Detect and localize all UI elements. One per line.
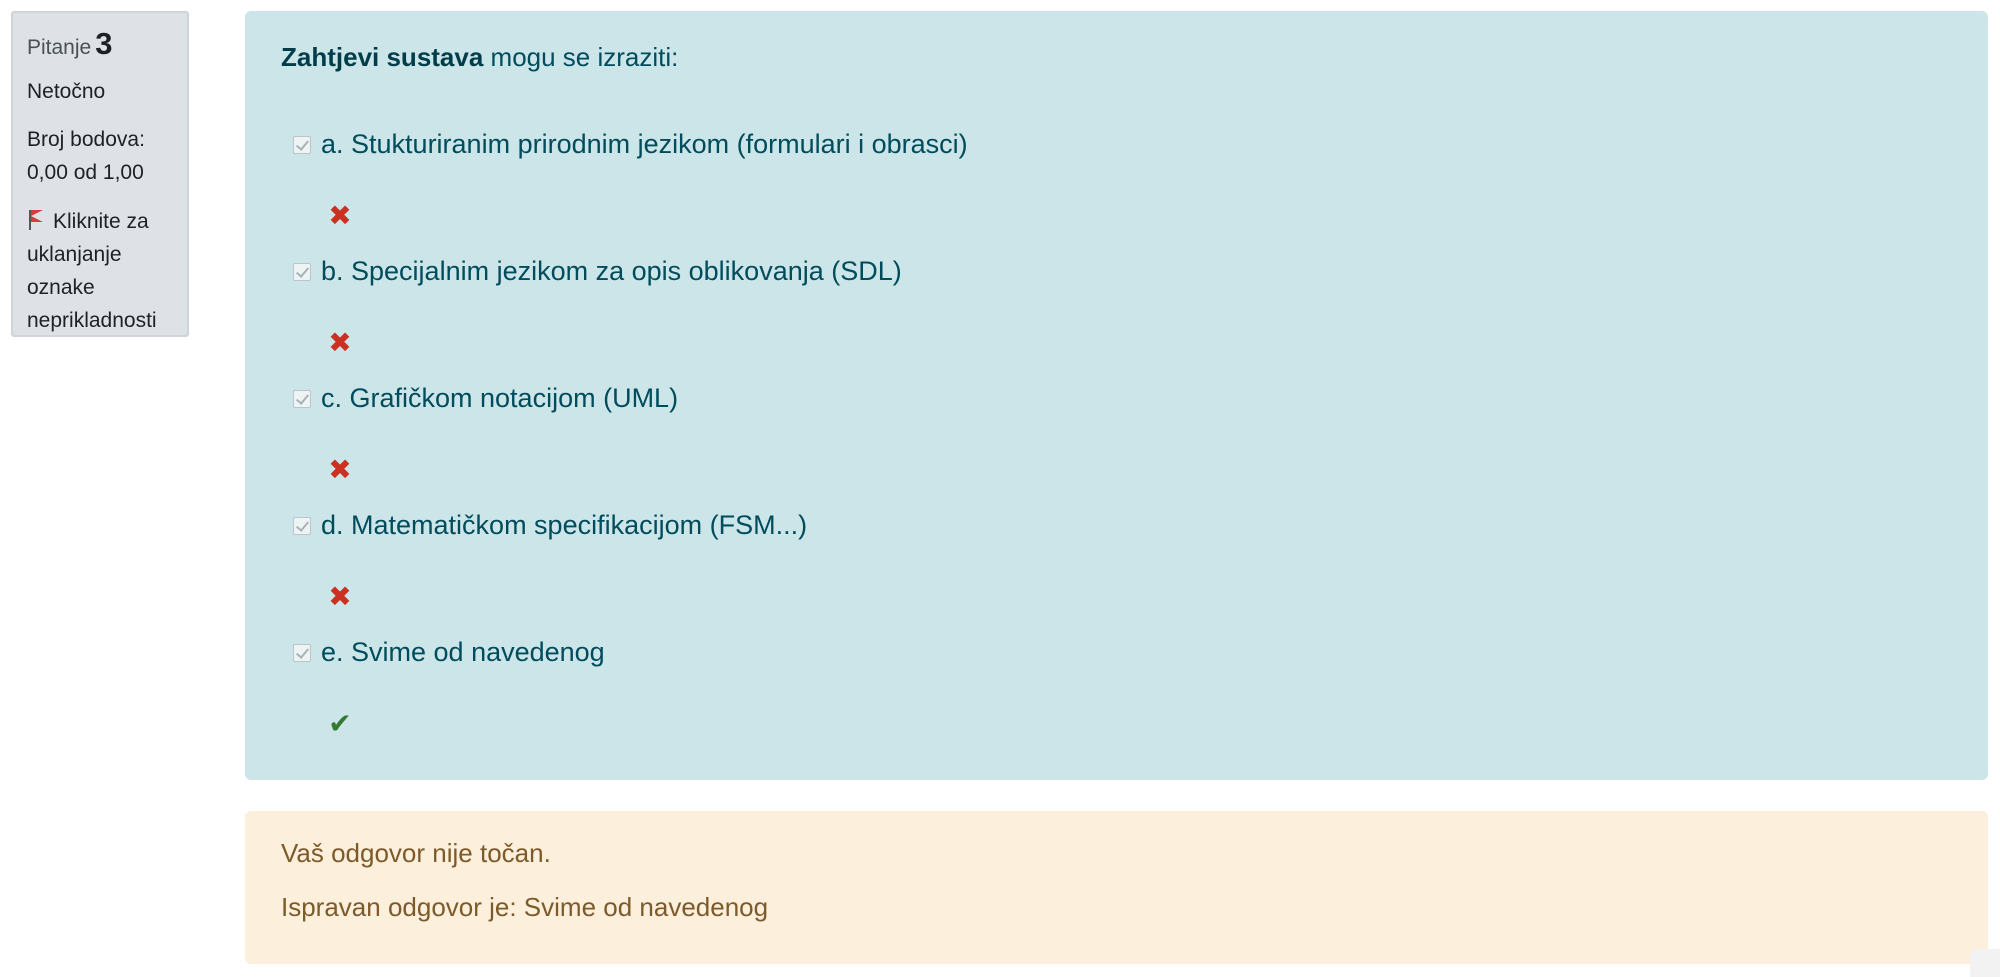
- feedback-right-answer: Ispravan odgovor je: Svime od navedenog: [281, 892, 769, 922]
- correct-icon: ✔: [328, 708, 352, 739]
- answer-c-checkbox[interactable]: [293, 390, 311, 408]
- corner-tab: [1970, 949, 2000, 977]
- answer-d-checkbox[interactable]: [293, 517, 311, 535]
- flag-text[interactable]: Kliknite za uklanjanje oznake neprikladn…: [27, 210, 157, 332]
- answer-a-label: a. Stukturiranim prirodnim jezikom (form…: [321, 129, 968, 159]
- answer-a-checkbox[interactable]: [293, 136, 311, 154]
- question-info-panel: Pitanje 3 Netočno Broj bodova: 0,00 od 1,…: [11, 11, 189, 337]
- answer-option-d[interactable]: d. Matematičkom specifikacijom (FSM...): [293, 507, 807, 543]
- question-text-bold: Zahtjevi sustava: [281, 42, 484, 72]
- answer-option-b[interactable]: b. Specijalnim jezikom za opis oblikovan…: [293, 253, 902, 289]
- incorrect-icon: ✖: [328, 200, 352, 231]
- answer-d-label: d. Matematičkom specifikacijom (FSM...): [321, 510, 808, 540]
- question-label: Pitanje: [27, 36, 92, 59]
- answer-b-label: b. Specijalnim jezikom za opis oblikovan…: [321, 256, 902, 286]
- grade-label: Broj bodova:: [27, 128, 145, 151]
- answer-b-checkbox[interactable]: [293, 263, 311, 281]
- incorrect-icon: ✖: [328, 581, 352, 612]
- incorrect-icon: ✖: [328, 454, 352, 485]
- answer-option-c[interactable]: c. Grafičkom notacijom (UML): [293, 380, 678, 416]
- flag-question-link[interactable]: Kliknite za uklanjanje oznake neprikladn…: [27, 205, 173, 337]
- question-formulation: Zahtjevi sustava mogu se izraziti: a. St…: [245, 11, 1988, 780]
- answer-option-e[interactable]: e. Svime od navedenog: [293, 634, 605, 670]
- answer-c-label: c. Grafičkom notacijom (UML): [321, 383, 679, 413]
- question-number-row: Pitanje 3: [27, 26, 173, 63]
- feedback-status: Vaš odgovor nije točan.: [281, 838, 551, 868]
- question-number: 3: [95, 26, 113, 61]
- feedback-panel: Vaš odgovor nije točan. Ispravan odgovor…: [245, 811, 1988, 964]
- answer-option-a[interactable]: a. Stukturiranim prirodnim jezikom (form…: [293, 126, 968, 162]
- grade-value: 0,00 od 1,00: [27, 161, 144, 184]
- flag-icon[interactable]: [27, 209, 45, 231]
- question-grade: Broj bodova: 0,00 od 1,00: [27, 123, 173, 189]
- question-text: Zahtjevi sustava mogu se izraziti:: [281, 39, 678, 75]
- question-text-rest: mogu se izraziti:: [483, 42, 679, 72]
- answer-e-checkbox[interactable]: [293, 644, 311, 662]
- question-state: Netočno: [27, 80, 106, 103]
- answer-e-label: e. Svime od navedenog: [321, 637, 605, 667]
- incorrect-icon: ✖: [328, 327, 352, 358]
